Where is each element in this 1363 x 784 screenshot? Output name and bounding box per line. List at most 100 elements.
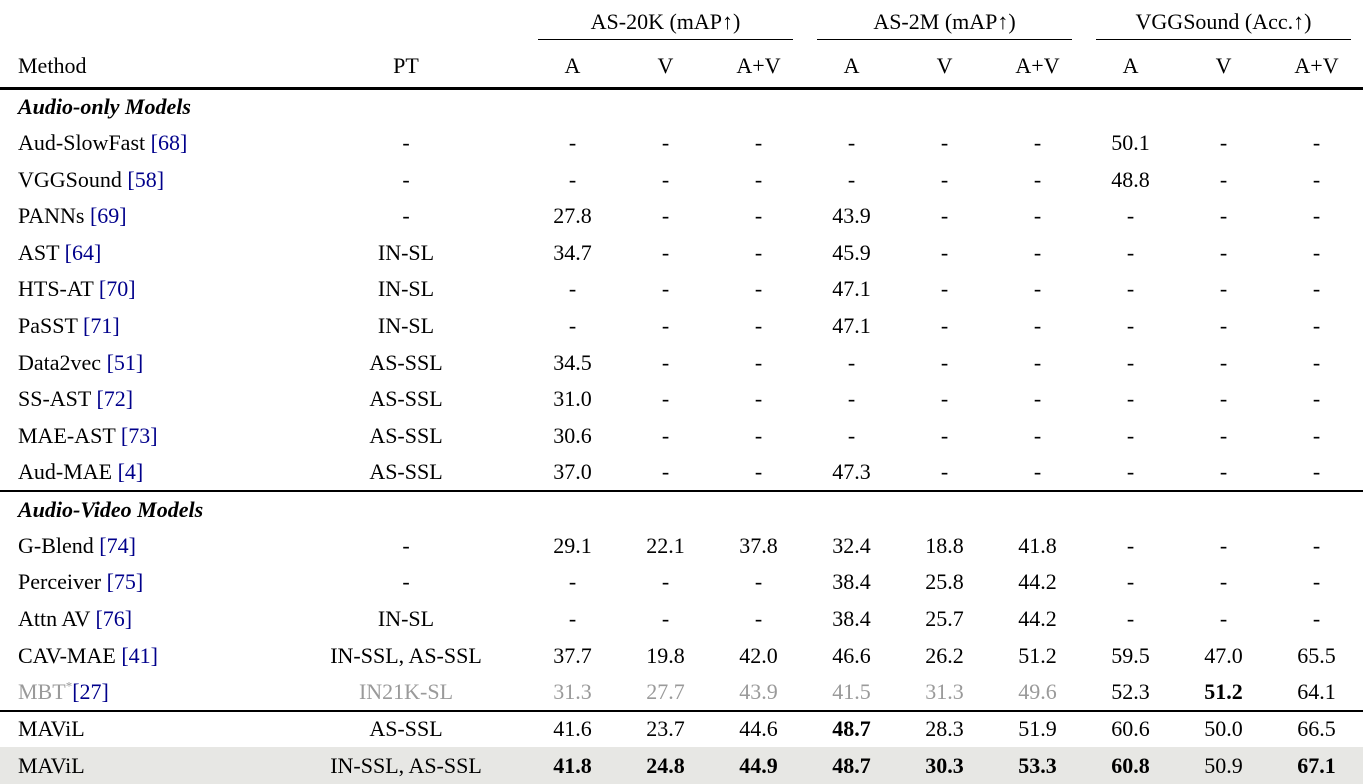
value-cell: - bbox=[754, 459, 763, 485]
value-cell: - bbox=[940, 459, 949, 485]
citation-link[interactable]: [73] bbox=[115, 422, 158, 448]
citation-link[interactable]: [41] bbox=[115, 642, 158, 668]
table-row: G-Blend [74] - 29.1 22.1 37.8 32.4 18.8 41.8 - - - bbox=[0, 528, 1363, 565]
method-name: MAE-AST bbox=[18, 422, 116, 448]
value-cell: - bbox=[661, 276, 670, 302]
method-cell: HTS-AT [70] bbox=[0, 271, 286, 308]
method-name: G-Blend bbox=[18, 532, 94, 558]
method-name: PANNs bbox=[18, 203, 85, 229]
value-cell: - bbox=[1126, 313, 1135, 339]
value-cell: - bbox=[661, 422, 670, 448]
value-cell: - bbox=[1033, 276, 1042, 302]
value-cell: 44.2 bbox=[1018, 606, 1057, 632]
value-cell: - bbox=[661, 129, 670, 155]
value-cell: 22.1 bbox=[646, 532, 685, 558]
value-cell: 30.6 bbox=[553, 422, 592, 448]
value-cell: 50.1 bbox=[1111, 129, 1150, 155]
value-cell: 42.0 bbox=[739, 642, 778, 668]
value-cell: 29.1 bbox=[553, 532, 592, 558]
value-cell: 50.9 bbox=[1177, 747, 1271, 784]
value-cell: 65.5 bbox=[1297, 642, 1336, 668]
value-cell: - bbox=[940, 166, 949, 192]
value-cell: - bbox=[754, 606, 763, 632]
table-row: HTS-AT [70] IN-SL - - - 47.1 - - - - - bbox=[0, 271, 1363, 308]
citation-link[interactable]: [4] bbox=[112, 459, 144, 485]
value-cell: - bbox=[847, 422, 856, 448]
value-cell: 47.3 bbox=[832, 459, 871, 485]
value-cell: 41.6 bbox=[526, 709, 619, 748]
method-name: Data2vec bbox=[18, 349, 102, 375]
value-cell: 27.8 bbox=[553, 203, 592, 229]
value-cell: - bbox=[568, 313, 577, 339]
value-cell: - bbox=[1312, 203, 1321, 229]
table-row: Data2vec [51] AS-SSL 34.5 - - - - - - - - bbox=[0, 344, 1363, 381]
value-cell: - bbox=[568, 129, 577, 155]
citation-link[interactable]: [76] bbox=[89, 606, 133, 632]
citation-link[interactable]: [71] bbox=[77, 313, 120, 339]
value-cell: 46.6 bbox=[832, 642, 871, 668]
value-cell: 31.3 bbox=[925, 678, 964, 704]
value-cell: 37.8 bbox=[739, 532, 778, 558]
value-cell: - bbox=[754, 276, 763, 302]
table-row: MAE-AST [73] AS-SSL 30.6 - - - - - - - - bbox=[0, 418, 1363, 455]
method-cell: Attn AV [76] bbox=[0, 601, 286, 638]
value-cell: 51.2 bbox=[1204, 678, 1243, 704]
citation-link[interactable]: [70] bbox=[93, 276, 136, 302]
value-cell: 32.4 bbox=[832, 532, 871, 558]
section-title: Audio-only Models bbox=[18, 94, 191, 120]
value-cell: 38.4 bbox=[832, 569, 871, 595]
value-cell: 47.1 bbox=[832, 276, 871, 302]
value-cell: - bbox=[940, 239, 949, 265]
value-cell: - bbox=[1312, 276, 1321, 302]
method-cell: AST [64] bbox=[0, 235, 286, 272]
citation-link[interactable]: [72] bbox=[90, 386, 134, 412]
value-cell: 37.7 bbox=[553, 642, 592, 668]
method-cell: MBT*[27] bbox=[0, 674, 286, 711]
value-cell: 64.1 bbox=[1297, 678, 1336, 704]
value-cell: - bbox=[661, 203, 670, 229]
value-cell: - bbox=[754, 569, 763, 595]
group-header-vggsound: VGGSound (Acc.↑) bbox=[1084, 0, 1363, 40]
method-name: PaSST bbox=[18, 313, 78, 339]
citation-link[interactable]: [69] bbox=[84, 203, 127, 229]
method-superscript: * bbox=[65, 678, 73, 694]
value-cell: - bbox=[1312, 129, 1321, 155]
citation-link[interactable]: [27] bbox=[72, 678, 109, 704]
table-row: PANNs [69] - 27.8 - - 43.9 - - - - - bbox=[0, 198, 1363, 235]
table-row: PaSST [71] IN-SL - - - 47.1 - - - - - bbox=[0, 308, 1363, 345]
value-cell: - bbox=[940, 422, 949, 448]
value-cell: - bbox=[754, 166, 763, 192]
value-cell: 34.5 bbox=[553, 349, 592, 375]
method-cell: Aud-MAE [4] bbox=[0, 454, 286, 491]
value-cell: - bbox=[1312, 239, 1321, 265]
value-cell: - bbox=[661, 569, 670, 595]
citation-link[interactable]: [75] bbox=[101, 569, 144, 595]
method-cell: MAViL bbox=[0, 747, 286, 784]
value-cell: 52.3 bbox=[1111, 678, 1150, 704]
section-title-row: Audio-Video Models bbox=[0, 489, 1363, 528]
group-header-row: AS-20K (mAP↑) AS-2M (mAP↑) VGGSound (Acc… bbox=[0, 0, 1363, 40]
value-cell: - bbox=[847, 386, 856, 412]
value-cell: - bbox=[1312, 459, 1321, 485]
citation-link[interactable]: [74] bbox=[93, 532, 136, 558]
column-header-row: Method PT A V A+V A V A+V A V A+V bbox=[0, 40, 1363, 90]
method-name: CAV-MAE bbox=[18, 642, 116, 668]
value-cell: - bbox=[940, 203, 949, 229]
value-cell: - bbox=[1312, 166, 1321, 192]
citation-link[interactable]: [68] bbox=[145, 129, 188, 155]
column-header-v: V bbox=[898, 40, 992, 90]
method-cell: MAE-AST [73] bbox=[0, 418, 286, 455]
table-row: AST [64] IN-SL 34.7 - - 45.9 - - - - - bbox=[0, 235, 1363, 272]
group-header-spacer bbox=[0, 0, 526, 40]
value-cell: 34.7 bbox=[553, 239, 592, 265]
citation-link[interactable]: [64] bbox=[59, 239, 102, 265]
method-cell: SS-AST [72] bbox=[0, 381, 286, 418]
value-cell: - bbox=[940, 276, 949, 302]
pretraining-cell: - bbox=[402, 166, 410, 192]
citation-link[interactable]: [51] bbox=[101, 349, 144, 375]
value-cell: - bbox=[1219, 459, 1228, 485]
value-cell: - bbox=[1033, 203, 1042, 229]
method-cell: G-Blend [74] bbox=[0, 528, 286, 565]
column-header-av: A+V bbox=[712, 40, 806, 90]
citation-link[interactable]: [58] bbox=[121, 166, 165, 192]
